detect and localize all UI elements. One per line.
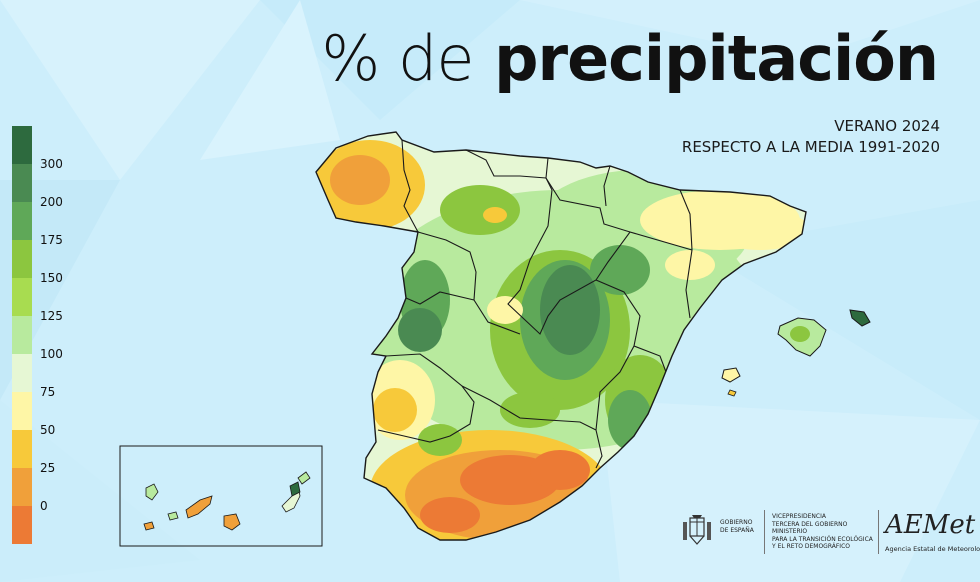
legend-label: 50 xyxy=(40,423,56,437)
legend-swatch xyxy=(12,202,32,240)
legend-swatch xyxy=(12,468,32,506)
vicepresidencia-label: VICEPRESIDENCIA TERCERA DEL GOBIERNO xyxy=(772,513,848,528)
coat-of-arms-icon xyxy=(683,515,711,545)
legend-label: 300 xyxy=(40,157,63,171)
title-prefix: % de xyxy=(321,22,474,95)
region-borders xyxy=(315,131,807,541)
legend-swatch xyxy=(12,392,32,430)
legend-swatch xyxy=(12,316,32,354)
color-legend: 300 200 175 150 125 100 75 50 25 0 xyxy=(12,126,72,556)
legend-label: 0 xyxy=(40,499,48,513)
legend-label: 75 xyxy=(40,385,56,399)
ministry-label: VICEPRESIDENCIA TERCERA DEL GOBIERNO MIN… xyxy=(772,513,873,551)
subtitle-season: VERANO 2024 xyxy=(834,117,940,135)
footer-logos: GOBIERNO DE ESPAÑA VICEPRESIDENCIA TERCE… xyxy=(680,508,980,568)
legend-swatch xyxy=(12,240,32,278)
canary-islands-inset xyxy=(119,445,323,547)
title-main: precipitación xyxy=(494,22,939,95)
peninsula-fill xyxy=(316,132,806,540)
subtitle-reference: RESPECTO A LA MEDIA 1991-2020 xyxy=(681,138,940,156)
legend-label: 200 xyxy=(40,195,63,209)
aemet-subtitle: Agencia Estatal de Meteorología xyxy=(885,545,980,553)
legend-swatch xyxy=(12,354,32,392)
logo-separator xyxy=(878,510,879,554)
balearic-islands xyxy=(721,309,871,397)
legend-swatch xyxy=(12,278,32,316)
legend-color-bar xyxy=(12,126,32,544)
legend-label: 150 xyxy=(40,271,63,285)
legend-label: 125 xyxy=(40,309,63,323)
legend-label: 25 xyxy=(40,461,56,475)
logo-separator xyxy=(764,510,765,554)
legend-swatch xyxy=(12,430,32,468)
legend-label: 175 xyxy=(40,233,63,247)
page-title: % de precipitación xyxy=(321,28,939,90)
legend-swatch xyxy=(12,126,32,164)
legend-label: 100 xyxy=(40,347,63,361)
legend-swatch xyxy=(12,164,32,202)
legend-swatch xyxy=(12,506,32,544)
subtitle: VERANO 2024 RESPECTO A LA MEDIA 1991-202… xyxy=(682,116,940,158)
gobierno-label: GOBIERNO DE ESPAÑA xyxy=(720,519,754,534)
aemet-logo: AEMet xyxy=(885,510,976,540)
ministerio-label: MINISTERIO PARA LA TRANSICIÓN ECOLÓGICA … xyxy=(772,528,873,550)
